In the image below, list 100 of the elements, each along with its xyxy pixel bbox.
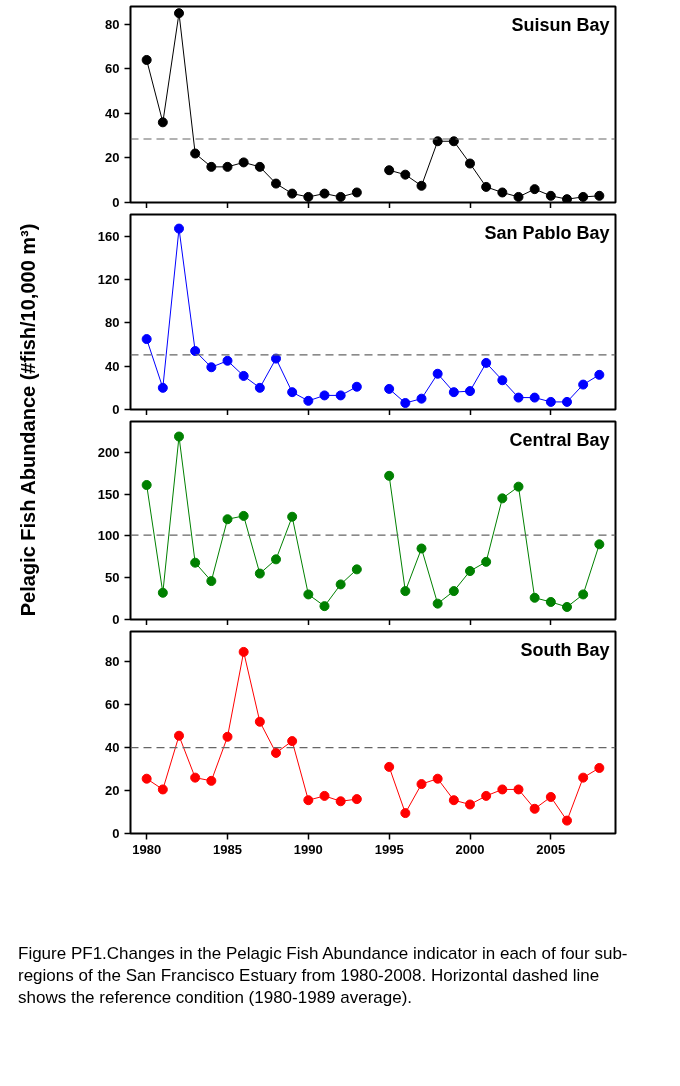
text: South Bay	[520, 639, 610, 660]
y-tick-label: 150	[97, 486, 120, 502]
y-tick-label: 60	[105, 61, 120, 77]
point	[303, 589, 314, 600]
y-tick-label: 40	[105, 105, 120, 121]
point	[174, 223, 184, 234]
point	[335, 191, 346, 202]
y-tick-label: 50	[105, 570, 120, 586]
point	[222, 731, 233, 742]
point	[416, 180, 427, 191]
point	[303, 191, 314, 202]
y-tick-label: 160	[97, 228, 120, 244]
point	[238, 510, 249, 521]
point	[400, 398, 411, 408]
point	[384, 470, 395, 481]
point	[190, 772, 201, 783]
point	[432, 598, 443, 609]
y-tick-label: 80	[105, 654, 120, 670]
point	[400, 808, 411, 819]
y-tick-label: 40	[105, 358, 120, 374]
point	[497, 187, 508, 198]
point	[594, 539, 605, 550]
x-tick-label: 2000	[455, 841, 485, 857]
point	[578, 379, 589, 390]
point	[578, 772, 589, 783]
y-tick-label: 200	[97, 444, 120, 460]
y-axis-title: Pelagic Fish Abundance (#fish/10,000 m³)	[17, 223, 39, 617]
y-tick-label: 0	[112, 195, 120, 210]
point	[416, 779, 427, 790]
point	[157, 784, 168, 795]
point	[174, 8, 184, 19]
point	[271, 747, 281, 758]
y-tick-label: 40	[105, 740, 120, 756]
point	[206, 161, 217, 172]
point	[319, 790, 330, 801]
chart-title: Suisun Bay	[511, 14, 610, 35]
point	[351, 564, 362, 575]
y-tick-label: 120	[97, 272, 120, 287]
y-tick-label: 0	[112, 402, 120, 417]
point	[513, 191, 524, 202]
point	[578, 589, 589, 600]
point	[271, 178, 281, 189]
x-tick-label: 1995	[374, 841, 404, 857]
point	[562, 815, 572, 826]
y-tick-label: 80	[105, 315, 120, 331]
point	[271, 554, 281, 565]
point	[335, 579, 346, 590]
point	[416, 543, 427, 554]
point	[335, 390, 346, 401]
point	[481, 357, 492, 368]
point	[319, 601, 330, 612]
point	[545, 190, 556, 201]
point	[465, 158, 475, 169]
point	[400, 586, 411, 597]
point	[254, 161, 265, 172]
point	[400, 169, 411, 180]
point	[238, 646, 249, 657]
point	[481, 181, 492, 192]
point	[157, 382, 168, 393]
point	[190, 346, 201, 356]
point	[157, 117, 168, 128]
point	[529, 592, 540, 603]
point	[351, 794, 362, 805]
point	[287, 511, 298, 522]
point	[238, 370, 249, 381]
y-tick-label: 0	[112, 612, 120, 627]
point	[303, 795, 314, 806]
x-tick-label: 1980	[132, 841, 162, 857]
point	[287, 188, 298, 199]
point	[319, 390, 330, 401]
text: Figure PF1.Changes in the Pelagic Fish Abundance indicator in each of four sub-regions of the San Francisco Estuary from 1980-2008. Horizontal dashed line shows the reference condition (1980-1989 average).	[18, 943, 629, 1010]
point	[416, 393, 427, 404]
point	[222, 355, 233, 366]
point	[578, 191, 589, 202]
point	[287, 387, 298, 398]
point	[497, 493, 508, 504]
point	[562, 601, 572, 612]
point	[384, 761, 395, 772]
point	[562, 396, 572, 407]
point	[481, 790, 492, 801]
point	[513, 481, 524, 492]
x-tick-label: 1985	[213, 841, 242, 857]
point	[448, 795, 459, 806]
point	[190, 148, 201, 159]
point	[384, 383, 395, 394]
chart-title: San Pablo Bay	[484, 222, 610, 243]
point	[174, 730, 184, 741]
point	[141, 773, 152, 784]
point	[432, 368, 443, 379]
y-tick-label: 20	[105, 783, 120, 799]
x-tick-label: 2005	[536, 841, 566, 857]
x-tick-label: 1990	[293, 841, 323, 857]
point	[594, 190, 605, 201]
point	[529, 803, 540, 814]
point	[545, 396, 556, 407]
point	[448, 136, 459, 147]
y-tick-label: 60	[105, 697, 120, 713]
point	[141, 334, 152, 345]
point	[594, 369, 605, 380]
y-tick-label: 100	[97, 528, 120, 544]
